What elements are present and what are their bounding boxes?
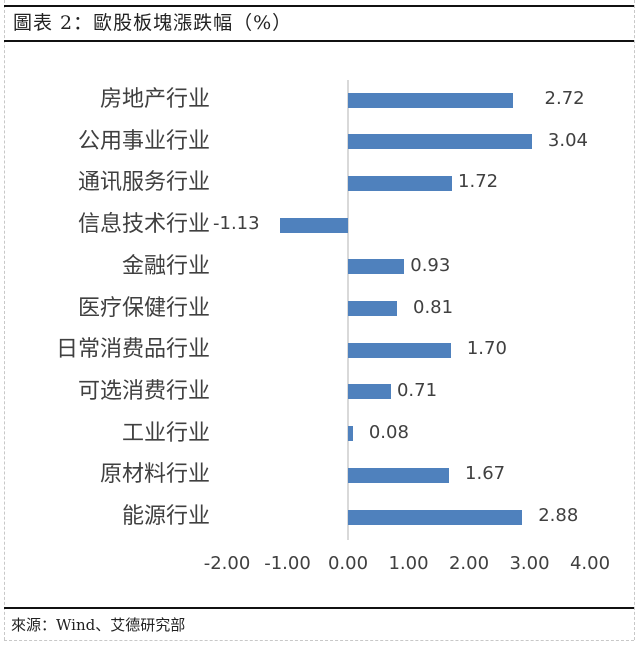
- category-label: 能源行业: [121, 504, 210, 529]
- x-tick-label: -2.00: [203, 553, 251, 574]
- data-bar: [348, 134, 532, 150]
- category-label: 工业行业: [121, 420, 210, 446]
- category-label: 可选消费行业: [77, 378, 210, 404]
- data-bar: [348, 175, 453, 191]
- category-label: 医疗保健行业: [77, 295, 210, 321]
- value-label: 1.67: [465, 463, 506, 485]
- value-label: 1.72: [458, 171, 499, 193]
- data-bar: [348, 509, 523, 525]
- x-tick-label: -1.00: [264, 553, 311, 574]
- x-tick-label: 2.00: [448, 553, 490, 574]
- data-bar: [348, 301, 397, 316]
- top-rule: [4, 5, 634, 7]
- value-label: 3.04: [547, 129, 588, 151]
- x-tick-label: 3.00: [509, 553, 550, 574]
- value-label: -1.13: [213, 213, 260, 235]
- x-tick-label: 1.00: [388, 553, 429, 574]
- value-label: 0.93: [410, 254, 451, 276]
- value-label: 2.72: [544, 88, 585, 109]
- frame-right-border: [634, 0, 635, 640]
- category-label: 公用事业行业: [77, 128, 210, 154]
- category-label: 信息技术行业: [77, 212, 210, 238]
- frame-left-border: [4, 0, 5, 640]
- source-rule: [4, 607, 634, 609]
- data-bar: [279, 217, 348, 233]
- category-label: 金融行业: [121, 253, 210, 279]
- value-label: 1.70: [466, 338, 507, 360]
- data-bar: [348, 467, 450, 483]
- figure-title: 圖表 2：歐股板塊漲跌幅（%）: [13, 12, 293, 34]
- category-label: 日常消费品行业: [55, 337, 210, 363]
- data-bar: [348, 259, 405, 275]
- category-label: 通讯服务行业: [77, 170, 210, 196]
- category-label: 原材料行业: [99, 462, 210, 488]
- data-bar: [348, 426, 353, 442]
- category-label: 房地产行业: [99, 87, 210, 112]
- bar-chart: 房地产行业 2.72 公用事业行业 3.04 通讯服务行业 1.72 信息技术行业 -1.13…: [55, 80, 611, 574]
- data-bar: [348, 342, 451, 358]
- source-note: 來源：Wind、艾德研究部: [11, 616, 186, 634]
- value-label: 0.08: [368, 421, 409, 443]
- title-rule: [4, 40, 634, 42]
- frame-bottom-border: [4, 640, 634, 641]
- data-bar: [348, 384, 391, 400]
- value-label: 0.71: [396, 379, 438, 401]
- x-tick-label: 0.00: [327, 553, 369, 574]
- data-bar: [348, 92, 513, 108]
- value-label: 0.81: [413, 296, 454, 318]
- x-tick-label: 4.00: [569, 553, 611, 574]
- value-label: 2.88: [538, 505, 579, 526]
